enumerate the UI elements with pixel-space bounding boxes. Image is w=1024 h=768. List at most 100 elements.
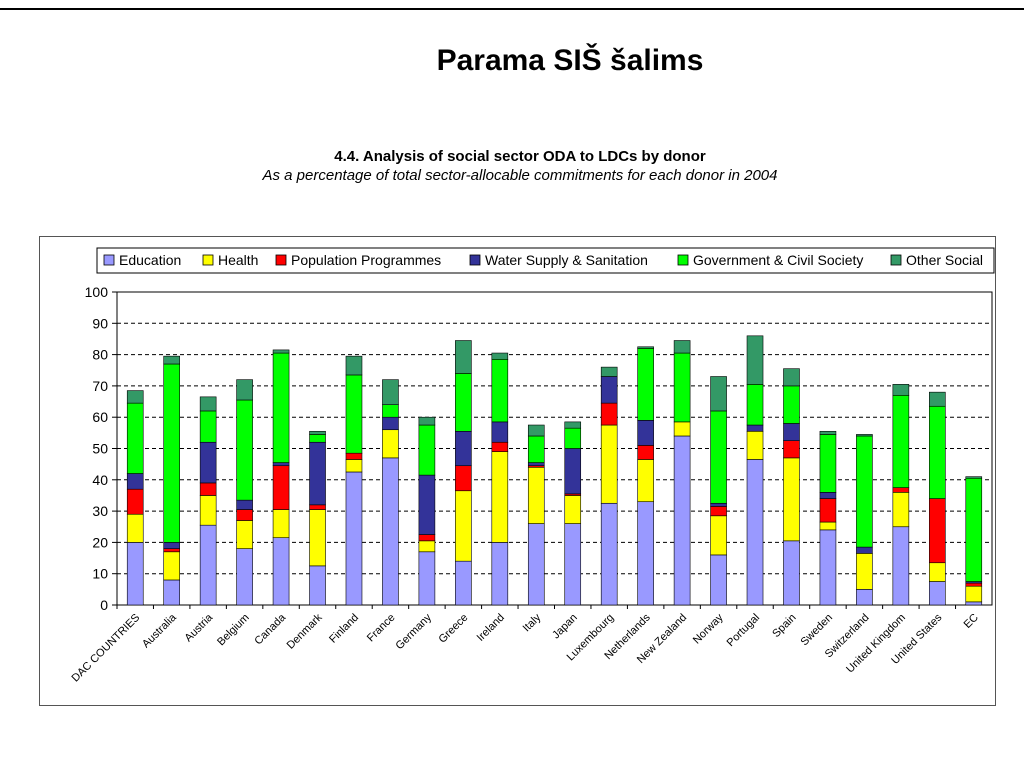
bar-segment <box>746 459 764 606</box>
bar-segment <box>783 423 800 441</box>
x-tick-label: Austria <box>183 611 216 644</box>
x-tick-label: Sweden <box>798 612 835 649</box>
bar-segment <box>819 521 837 531</box>
y-tick-label: 20 <box>92 534 108 550</box>
bar-segment <box>236 509 253 521</box>
bar-segment <box>710 502 727 507</box>
bar-segment <box>856 589 873 606</box>
bar-segment <box>673 421 691 437</box>
bar-segment <box>892 384 910 396</box>
y-tick-label: 50 <box>92 441 108 457</box>
bar-segment <box>965 582 983 587</box>
bar-segment <box>491 358 509 423</box>
bar-segment <box>527 466 545 524</box>
x-tick-label: Portugal <box>725 612 762 649</box>
bar-segment <box>126 542 144 606</box>
bar-segment <box>600 424 618 504</box>
y-tick-label: 40 <box>92 472 108 488</box>
legend-label: Education <box>119 252 181 268</box>
bar-segment <box>236 399 253 501</box>
y-tick-label: 0 <box>100 597 108 613</box>
bar-segment <box>929 562 946 582</box>
bar-segment <box>272 509 290 539</box>
legend-label: Health <box>218 252 258 268</box>
bar-segment <box>819 498 837 523</box>
chart-title: 4.4. Analysis of social sector ODA to LD… <box>334 148 706 165</box>
bar-segment <box>418 424 436 476</box>
bar-segment <box>637 346 654 349</box>
x-tick-label: Denmark <box>285 611 325 651</box>
bar-segment <box>527 523 545 606</box>
bar-segment <box>199 410 217 443</box>
bar-segment <box>965 585 983 603</box>
bar-segment <box>455 373 472 432</box>
y-tick-label: 80 <box>92 347 108 363</box>
x-tick-label: DAC COUNTRIES <box>69 612 142 685</box>
bar-segment <box>309 434 326 443</box>
bar-segment <box>491 542 509 606</box>
bar-segment <box>783 385 800 424</box>
bar-segment <box>637 420 654 446</box>
x-tick-label: Finland <box>327 612 361 646</box>
legend-swatch <box>677 254 689 266</box>
bar-segment <box>600 502 618 606</box>
bar-segment <box>199 396 217 412</box>
legend-label: Water Supply & Sanitation <box>485 252 648 268</box>
bar-segment <box>345 374 363 454</box>
y-tick-label: 60 <box>92 409 108 425</box>
bar-segment <box>710 506 727 517</box>
legend-swatch <box>202 254 214 266</box>
legend-box <box>96 247 995 274</box>
bar-segment <box>199 495 217 526</box>
y-tick-label: 10 <box>92 566 108 582</box>
bar-segment <box>345 355 363 376</box>
bar-segment <box>491 451 509 543</box>
y-tick-label: 90 <box>92 315 108 331</box>
bar-segment <box>600 366 618 377</box>
bar-segment <box>892 487 910 493</box>
bar-segment <box>455 465 472 492</box>
bar-segment <box>382 416 399 431</box>
bar-segment <box>345 459 363 473</box>
bar-segment <box>272 462 290 467</box>
bar-segment <box>746 384 764 426</box>
bar-segment <box>819 430 837 435</box>
bar-segment <box>418 474 436 535</box>
x-tick-label: Australia <box>140 611 179 650</box>
bar-segment <box>345 471 363 606</box>
bar-segment <box>564 421 582 429</box>
bar-segment <box>564 448 582 495</box>
bar-segment <box>892 394 910 488</box>
bar-segment <box>455 560 472 606</box>
bar-segment <box>929 405 946 499</box>
bar-segment <box>418 551 436 606</box>
bar-segment <box>637 501 654 606</box>
bar-segment <box>673 340 691 354</box>
bar-segment <box>236 548 253 606</box>
bar-segment <box>309 504 326 510</box>
bar-segment <box>929 498 946 564</box>
legend-swatch <box>275 254 287 266</box>
bar-segment <box>382 429 399 459</box>
bar-segment <box>272 537 290 606</box>
bar-segment <box>199 482 217 496</box>
x-tick-label: Belgium <box>215 612 252 649</box>
bar-segment <box>965 601 983 606</box>
bar-segment <box>309 565 326 606</box>
bar-segment <box>600 402 618 426</box>
bar-segment <box>382 379 399 405</box>
bar-segment <box>491 441 509 452</box>
x-tick-label: France <box>365 612 398 645</box>
bar-segment <box>309 509 326 567</box>
bar-segment <box>199 441 217 484</box>
x-tick-label: Germany <box>394 611 435 652</box>
bar-segment <box>746 424 764 432</box>
bar-segment <box>163 551 180 581</box>
bar-segment <box>564 495 582 524</box>
bar-segment <box>783 440 800 459</box>
bar-segment <box>929 391 946 407</box>
bar-segment <box>564 427 582 449</box>
bar-segment <box>673 352 691 423</box>
bar-segment <box>236 499 253 510</box>
